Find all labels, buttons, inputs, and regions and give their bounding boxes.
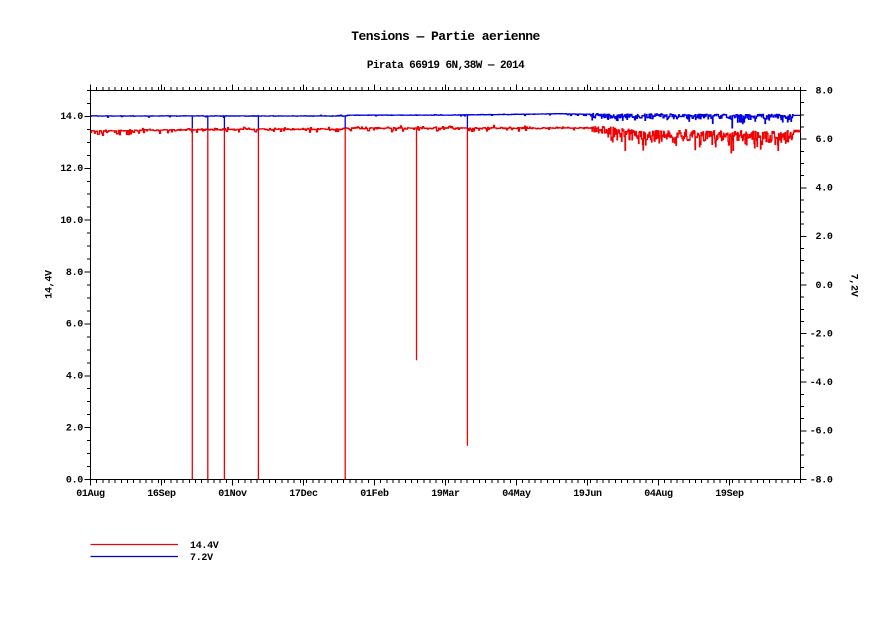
svg-text:04Aug: 04Aug [644, 489, 673, 500]
svg-text:7.2V: 7.2V [190, 553, 213, 564]
svg-text:4.0: 4.0 [66, 372, 83, 383]
svg-text:14,4V: 14,4V [45, 270, 56, 299]
svg-text:4.0: 4.0 [816, 184, 833, 195]
svg-text:7,2V: 7,2V [848, 274, 859, 297]
svg-text:8.0: 8.0 [816, 86, 833, 97]
svg-text:01Aug: 01Aug [76, 489, 105, 500]
svg-text:Tensions — Partie aerienne: Tensions — Partie aerienne [351, 29, 540, 44]
svg-text:6.0: 6.0 [816, 135, 833, 146]
svg-text:01Nov: 01Nov [218, 489, 247, 500]
svg-text:10.0: 10.0 [60, 216, 83, 227]
svg-text:Pirata 66919 6N,38W — 2014: Pirata 66919 6N,38W — 2014 [367, 60, 525, 72]
svg-text:14.0: 14.0 [60, 112, 83, 123]
svg-text:14.4V: 14.4V [190, 541, 219, 552]
svg-text:04May: 04May [502, 489, 531, 500]
svg-text:0.0: 0.0 [66, 475, 83, 486]
svg-text:19Mar: 19Mar [431, 489, 460, 500]
svg-text:2.0: 2.0 [66, 423, 83, 434]
svg-text:-4.0: -4.0 [810, 378, 833, 389]
svg-text:-6.0: -6.0 [810, 427, 833, 438]
svg-text:6.0: 6.0 [66, 320, 83, 331]
svg-text:-2.0: -2.0 [810, 329, 833, 340]
svg-text:01Feb: 01Feb [360, 488, 389, 500]
svg-text:-8.0: -8.0 [810, 475, 833, 486]
svg-text:12.0: 12.0 [60, 164, 83, 175]
svg-text:16Sep: 16Sep [147, 489, 176, 500]
svg-text:0.0: 0.0 [816, 281, 833, 292]
svg-text:19Sep: 19Sep [715, 489, 744, 500]
svg-text:17Dec: 17Dec [289, 489, 318, 500]
svg-text:8.0: 8.0 [66, 268, 83, 279]
svg-text:2.0: 2.0 [816, 232, 833, 243]
svg-text:19Jun: 19Jun [573, 489, 602, 500]
